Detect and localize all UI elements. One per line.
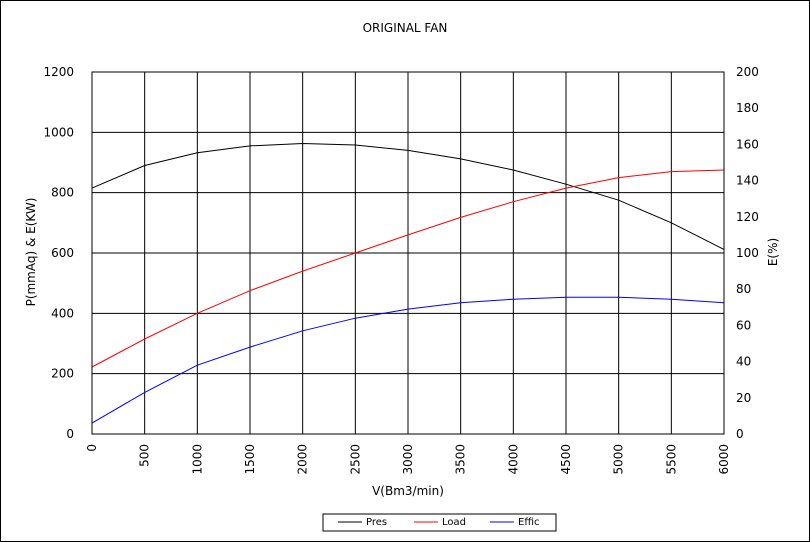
grid — [92, 72, 724, 434]
y2-tick-label: 40 — [736, 355, 751, 369]
x-tick-label: 0 — [85, 444, 99, 452]
y-axis-label: P(mmAq) & E(KW) — [24, 198, 38, 307]
y-tick-label: 600 — [51, 246, 74, 260]
y2-tick-label: 80 — [736, 282, 751, 296]
x-tick-label: 6000 — [717, 444, 731, 475]
y-tick-label: 800 — [51, 186, 74, 200]
y2-tick-label: 120 — [736, 210, 759, 224]
x-tick-label: 3000 — [401, 444, 415, 475]
chart-title: ORIGINAL FAN — [363, 21, 448, 35]
y2-tick-label: 60 — [736, 318, 751, 332]
plot-border — [91, 71, 725, 435]
y-tick-label: 400 — [51, 306, 74, 320]
x-tick-label: 5000 — [612, 444, 626, 475]
series-line-load — [91, 169, 725, 368]
y2-tick-label: 100 — [736, 246, 759, 260]
x-axis-label: V(Bm3/min) — [372, 484, 444, 498]
y-tick-label: 1200 — [43, 65, 74, 79]
x-tick-label: 4500 — [559, 444, 573, 475]
y-tick-label: 0 — [66, 427, 74, 441]
y2-tick-label: 140 — [736, 174, 759, 188]
y2-tick-label: 180 — [736, 101, 759, 115]
legend-label-effic: Effic — [518, 517, 539, 528]
y2-axis-label: E(%) — [766, 238, 780, 266]
legend-label-load: Load — [442, 517, 466, 528]
y2-tick-label: 0 — [736, 427, 744, 441]
tick-labels: 0 200 400 600 800 1000 1200 0 20 40 60 80 100 120 140 1… — [43, 65, 758, 475]
x-tick-label: 2500 — [348, 444, 362, 475]
y2-tick-label: 200 — [736, 65, 759, 79]
x-tick-label: 1500 — [243, 444, 257, 475]
legend-label-pres: Pres — [366, 517, 387, 528]
y2-tick-label: 160 — [736, 137, 759, 151]
x-tick-label: 2000 — [296, 444, 310, 475]
y-tick-label: 200 — [51, 367, 74, 381]
x-tick-label: 1000 — [190, 444, 204, 475]
series-line-pres — [91, 142, 725, 250]
x-tick-label: 4000 — [506, 444, 520, 475]
series-lines — [91, 142, 725, 424]
legend: Pres Load Effic — [322, 513, 557, 532]
x-tick-label: 5500 — [664, 444, 678, 475]
y-tick-label: 1000 — [43, 125, 74, 139]
x-tick-label: 3500 — [454, 444, 468, 475]
legend-box — [322, 513, 557, 532]
x-tick-label: 500 — [138, 444, 152, 467]
y2-tick-label: 20 — [736, 391, 751, 405]
series-line-effic — [91, 296, 725, 424]
